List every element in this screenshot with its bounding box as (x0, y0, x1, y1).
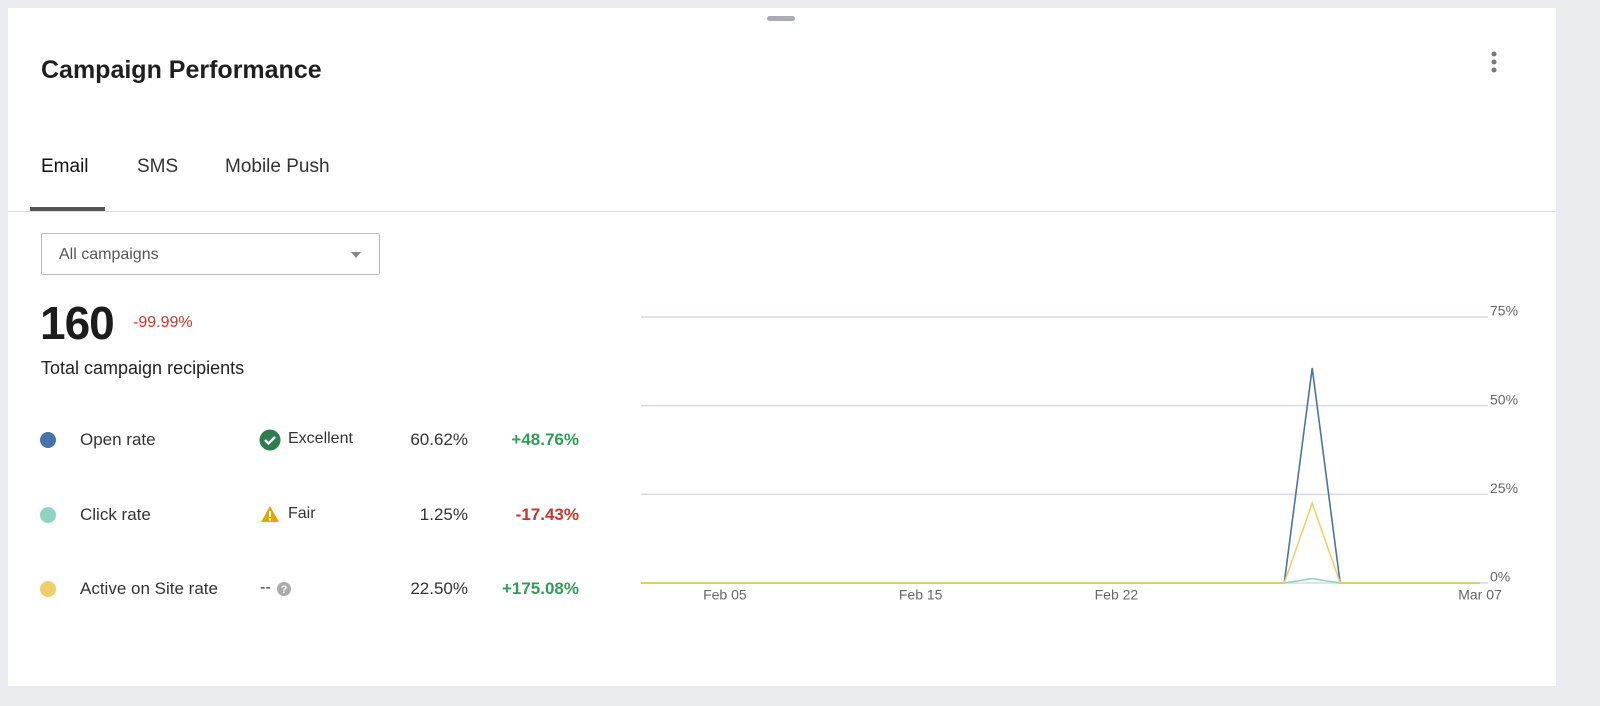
warning-icon (261, 506, 279, 522)
menu-button[interactable] (1488, 50, 1500, 76)
card-title: Campaign Performance (41, 56, 322, 84)
active-tab-indicator (30, 207, 105, 211)
tab[interactable]: Mobile Push (225, 156, 330, 177)
series-line (641, 500, 1480, 584)
metric-rating: -- (260, 579, 271, 596)
y-tick-label: 0% (1490, 569, 1510, 585)
total-value: 160 (40, 297, 115, 349)
total-change: -99.99% (133, 314, 193, 331)
metric-change: +175.08% (501, 579, 579, 598)
help-icon[interactable]: ? (276, 581, 292, 597)
y-tick-label: 50% (1490, 391, 1518, 407)
metric-value: 60.62% (410, 430, 468, 449)
legend-dot (40, 581, 56, 597)
x-tick-label: Feb 22 (1095, 587, 1139, 603)
metric-value: 22.50% (410, 579, 468, 598)
metric-change: +48.76% (511, 430, 579, 449)
x-tick-label: Mar 07 (1458, 587, 1502, 603)
tab[interactable]: SMS (137, 156, 179, 177)
y-tick-label: 75% (1490, 303, 1518, 319)
card: Campaign Performance Email SMS Mobile Pu… (8, 8, 1556, 686)
divider (8, 211, 1556, 212)
drag-handle[interactable] (767, 16, 795, 21)
x-tick-label: Feb 05 (703, 587, 747, 603)
series-line (641, 367, 1480, 584)
metric-name: Click rate (80, 505, 151, 524)
legend-dot (40, 432, 56, 448)
dropdown-label: All campaigns (59, 246, 159, 263)
tab[interactable]: Email (41, 156, 89, 177)
total-label: Total campaign recipients (41, 358, 245, 378)
dropdown[interactable]: All campaigns (41, 233, 380, 275)
legend-dot (40, 507, 56, 523)
x-tick-label: Feb 15 (899, 587, 943, 603)
dropdown-arrow (351, 252, 361, 258)
svg-text:?: ? (281, 584, 288, 596)
metric-name: Open rate (80, 430, 156, 449)
y-tick-label: 25% (1490, 480, 1518, 496)
metric-rating: Excellent (288, 430, 353, 447)
metric-change: -17.43% (515, 505, 579, 524)
metric-value: 1.25% (419, 505, 468, 524)
metric-rating: Fair (288, 505, 316, 522)
metric-name: Active on Site rate (80, 579, 218, 598)
excellent-icon (259, 429, 281, 451)
